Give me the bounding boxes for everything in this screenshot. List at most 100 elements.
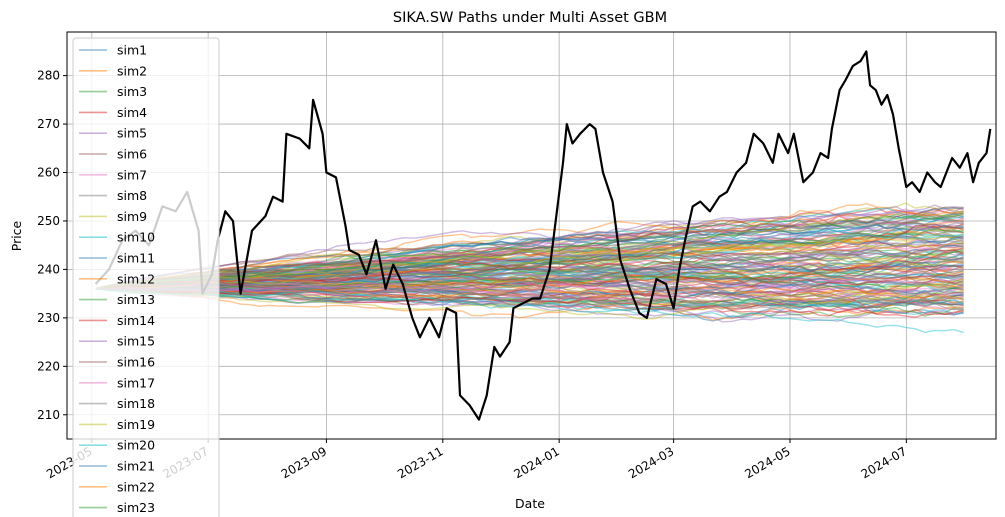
legend-entry: sim7	[117, 167, 147, 182]
x-axis-label: Date	[515, 496, 545, 511]
sim-path	[95, 255, 964, 290]
legend-entry: sim18	[117, 396, 155, 411]
y-tick-label: 250	[37, 214, 60, 228]
legend-entry: sim13	[117, 292, 155, 307]
sim-path	[95, 288, 964, 311]
sim-path	[95, 206, 964, 290]
sim-path	[95, 288, 964, 316]
y-tick-label: 230	[37, 311, 60, 325]
sim-path	[95, 250, 964, 290]
sim-path	[95, 212, 964, 290]
sim-path	[95, 252, 964, 290]
legend-entry: sim19	[117, 417, 155, 432]
sim-path	[95, 231, 964, 290]
sim-path	[95, 223, 964, 290]
sim-path	[95, 231, 964, 290]
y-axis: 210 220 230 240 250 260 270 280	[37, 69, 67, 422]
sim-path	[95, 288, 964, 310]
sim-path	[95, 210, 964, 290]
legend-entry: sim11	[117, 251, 155, 266]
legend-entry: sim14	[117, 313, 155, 328]
sim-path	[95, 288, 964, 312]
sim-path	[95, 216, 964, 290]
sim-path	[95, 224, 964, 290]
sim-path	[95, 246, 964, 290]
legend-entry: sim17	[117, 375, 155, 390]
x-tick-label: 2024-03	[626, 444, 676, 481]
sim-path	[95, 212, 964, 290]
sim-path	[95, 234, 964, 290]
legend-entry: sim16	[117, 355, 155, 370]
sim-path	[95, 260, 964, 290]
sim-path	[95, 213, 964, 290]
x-tick-label: 2024-01	[512, 444, 562, 481]
x-tick-label: 2024-07	[859, 444, 909, 481]
sim-path	[95, 228, 964, 290]
y-tick-label: 240	[37, 262, 60, 276]
sim-path	[95, 207, 964, 290]
sim-path	[95, 247, 964, 290]
plot-background	[67, 32, 996, 439]
chart-title: SIKA.SW Paths under Multi Asset GBM	[393, 10, 667, 26]
sim-path	[95, 204, 964, 290]
sim-path	[95, 216, 964, 290]
sim-path	[95, 216, 964, 290]
legend-entry: sim23	[117, 500, 155, 515]
sim-path	[95, 211, 964, 290]
y-axis-label: Price	[9, 220, 24, 251]
legend-entry: sim6	[117, 147, 147, 162]
sim-path	[95, 219, 964, 290]
sim-path	[95, 264, 964, 290]
sim-path	[95, 233, 964, 290]
y-tick-label: 280	[37, 69, 60, 83]
sim-path	[95, 225, 964, 290]
sim-path	[95, 202, 964, 290]
sim-path	[95, 225, 964, 290]
sim-path	[95, 239, 964, 290]
legend-entry: sim9	[117, 209, 147, 224]
sim-path	[95, 210, 964, 290]
sim-path	[95, 214, 964, 290]
sim-path	[95, 224, 964, 290]
sim-path	[95, 207, 964, 290]
sim-path	[95, 215, 964, 290]
sim-path	[95, 225, 964, 290]
sim-path	[95, 218, 964, 290]
sim-path	[95, 288, 964, 317]
y-tick-label: 220	[37, 359, 60, 373]
sim-path	[95, 245, 964, 290]
sim-path	[95, 269, 964, 290]
y-tick-label: 260	[37, 166, 60, 180]
legend-entry: sim22	[117, 479, 155, 494]
sim-path	[95, 248, 964, 290]
sim-path	[95, 206, 964, 290]
sim-path	[95, 245, 964, 290]
plot-frame	[66, 31, 997, 440]
sim-path	[95, 221, 964, 290]
x-tick-label: 2023-11	[395, 444, 445, 481]
sim-path	[95, 254, 964, 290]
actual-price-series	[94, 50, 992, 421]
sim-path	[95, 222, 964, 290]
sim-path	[95, 225, 964, 290]
sim-path	[95, 247, 964, 290]
actual-price-line	[94, 50, 992, 421]
sim-path	[95, 288, 964, 322]
legend-entry: sim8	[117, 188, 147, 203]
sim-path	[95, 210, 964, 290]
legend-entry: sim10	[117, 230, 155, 245]
sim-path	[95, 239, 964, 290]
sim-path	[95, 226, 964, 290]
legend-entry: sim1	[117, 43, 147, 58]
sim-path	[95, 262, 964, 290]
legend-entry: sim21	[117, 459, 155, 474]
sim-path	[95, 236, 964, 290]
legend-entry: sim20	[117, 438, 155, 453]
sim-path	[95, 238, 964, 290]
sim-path	[95, 222, 964, 290]
sim-path	[95, 234, 964, 290]
sim-path	[95, 288, 964, 334]
legend-entry: sim4	[117, 105, 147, 120]
sim-path	[95, 207, 964, 290]
